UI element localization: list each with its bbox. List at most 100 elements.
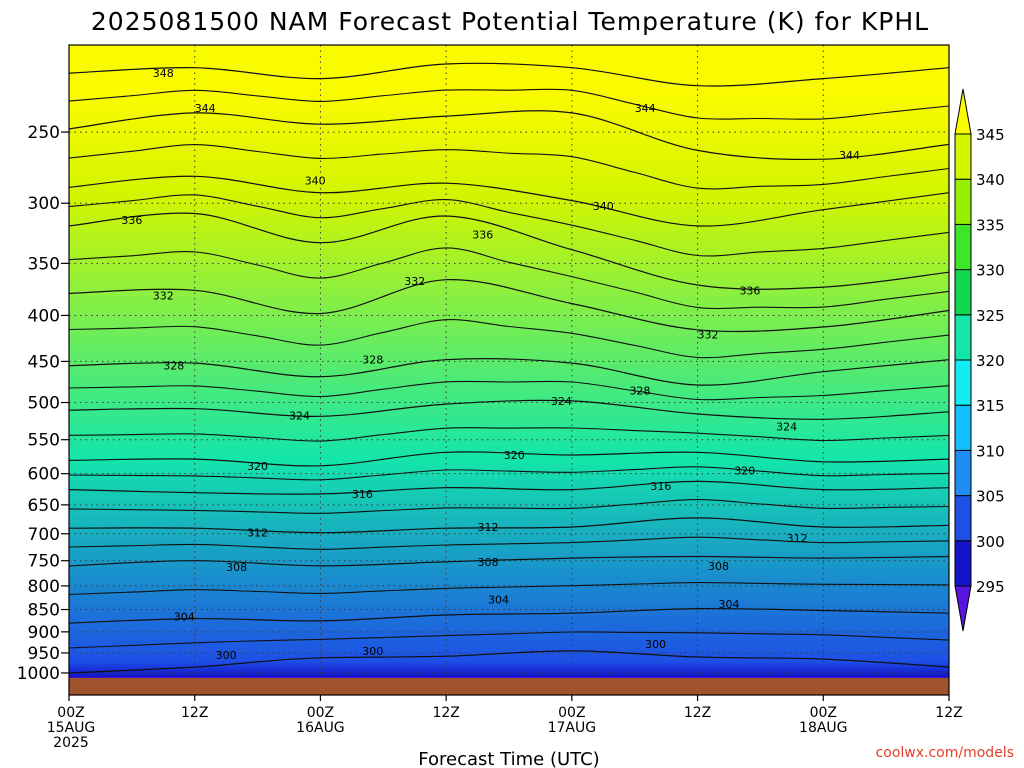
colorbar-segment <box>954 449 972 497</box>
contour-line-308 <box>69 555 949 567</box>
colorbar-segment <box>954 495 972 542</box>
contour-line-340 <box>69 175 949 227</box>
contour-line-342 <box>69 144 949 190</box>
contour-label: 304 <box>719 598 740 611</box>
contour-label-text: 316 <box>650 480 671 493</box>
x-tick-label: 12Z <box>935 705 962 721</box>
colorbar-tick-label: 325 <box>976 307 1005 325</box>
x-tick-label: 16AUG <box>296 720 345 736</box>
contour-label: 324 <box>551 395 572 408</box>
contour-line-320 <box>69 451 949 467</box>
contour-line-328 <box>69 358 949 386</box>
contour-label-text: 348 <box>153 67 174 80</box>
contour-label: 348 <box>153 67 174 80</box>
contour-label: 312 <box>478 521 499 534</box>
x-axis-label: Forecast Time (UTC) <box>418 749 599 768</box>
x-tick-label: 00Z <box>307 705 334 721</box>
x-tick-label: 00Z <box>810 705 837 721</box>
y-tick-label: 1000 <box>17 664 60 684</box>
contour-label-text: 300 <box>216 649 237 662</box>
contour-label-text: 340 <box>593 200 614 213</box>
contour-line-312 <box>69 517 949 534</box>
contour-line-346 <box>69 88 949 120</box>
colorbar-tick-label: 315 <box>976 397 1005 415</box>
contour-label-text: 344 <box>195 102 216 115</box>
contour-line-332 <box>69 279 949 333</box>
contour-line-326 <box>69 380 949 401</box>
colorbar-tick-label: 295 <box>976 578 1005 596</box>
contour-label-text: 336 <box>739 284 760 297</box>
colorbar-tick-label: 320 <box>976 352 1005 370</box>
y-tick-label: 350 <box>28 254 60 274</box>
contour-label: 300 <box>645 638 666 651</box>
contour-label-text: 308 <box>708 560 729 573</box>
x-tick-label: 18AUG <box>799 720 848 736</box>
contour-label-text: 336 <box>121 214 142 227</box>
y-tick-label: 750 <box>28 552 60 572</box>
contour-line-310 <box>69 536 949 550</box>
contour-label: 300 <box>362 645 383 658</box>
contour-label-text: 300 <box>645 638 666 651</box>
contour-labels: 348 344 344 344 340 340 336 336 336 332 332 332 328 3… <box>121 67 860 662</box>
contour-label-text: 336 <box>472 228 493 241</box>
contour-line-348 <box>69 62 949 87</box>
contour-label-text: 328 <box>629 385 650 398</box>
contour-label: 332 <box>698 328 719 341</box>
contour-label: 324 <box>289 410 310 423</box>
colorbar-segment <box>954 223 972 271</box>
y-tick-label: 500 <box>28 394 60 414</box>
contour-label-text: 320 <box>247 460 268 473</box>
contour-line-304 <box>69 607 949 624</box>
x-tick-label: 12Z <box>181 705 208 721</box>
y-tick-label: 250 <box>28 123 60 143</box>
colorbar-segment <box>954 359 972 406</box>
x-tick-label: 2025 <box>53 735 89 751</box>
contour-line-338 <box>69 194 949 257</box>
contour-label-text: 304 <box>488 593 509 606</box>
contour-label-text: 332 <box>153 289 174 302</box>
contour-label-text: 332 <box>698 328 719 341</box>
contour-label-text: 328 <box>362 354 383 367</box>
x-tick-label: 00Z <box>57 705 84 721</box>
contour-label: 320 <box>734 464 755 477</box>
colorbar: 295 300 305 310 315 320 325 330 335 340 345 <box>954 88 1005 632</box>
contour-label-text: 324 <box>289 410 310 423</box>
contour-label: 308 <box>226 561 247 574</box>
x-tick-label: 12Z <box>684 705 711 721</box>
colorbar-tick-label: 300 <box>976 533 1005 551</box>
contour-label: 336 <box>739 284 760 297</box>
contour-label: 304 <box>488 593 509 606</box>
contour-label-text: 324 <box>551 395 572 408</box>
contour-label-text: 308 <box>478 556 499 569</box>
colorbar-min-arrow <box>954 585 972 632</box>
colorbar-segment <box>954 540 972 587</box>
colorbar-tick-label: 330 <box>976 262 1005 280</box>
contour-line-334 <box>69 247 949 310</box>
contour-label: 324 <box>776 421 797 434</box>
contour-label: 316 <box>650 480 671 493</box>
contour-label-text: 304 <box>719 598 740 611</box>
contour-label: 328 <box>163 360 184 373</box>
y-tick-label: 600 <box>28 465 60 485</box>
contour-label-text: 312 <box>478 521 499 534</box>
x-tick-label: 17AUG <box>548 720 597 736</box>
colorbar-segment <box>954 178 972 225</box>
colorbar-tick-label: 340 <box>976 171 1005 189</box>
colorbar-tick-label: 345 <box>976 126 1005 144</box>
contour-label: 316 <box>352 488 373 501</box>
y-tick-label: 950 <box>28 644 60 664</box>
colorbar-segment <box>954 404 972 451</box>
y-tick-label: 900 <box>28 623 60 643</box>
contour-line-316 <box>69 480 949 495</box>
plot-area: 348 344 344 344 340 340 336 336 336 332 332 332 328 3… <box>68 44 950 696</box>
contour-label: 320 <box>504 449 525 462</box>
contour-label-text: 340 <box>305 174 326 187</box>
colorbar-segment <box>954 133 972 180</box>
contour-line-318 <box>69 466 949 481</box>
contour-label: 300 <box>216 649 237 662</box>
contour-label-text: 332 <box>404 275 425 288</box>
contour-label: 332 <box>404 275 425 288</box>
contour-label: 344 <box>195 102 216 115</box>
contour-label-text: 320 <box>734 464 755 477</box>
contour-label: 328 <box>362 354 383 367</box>
